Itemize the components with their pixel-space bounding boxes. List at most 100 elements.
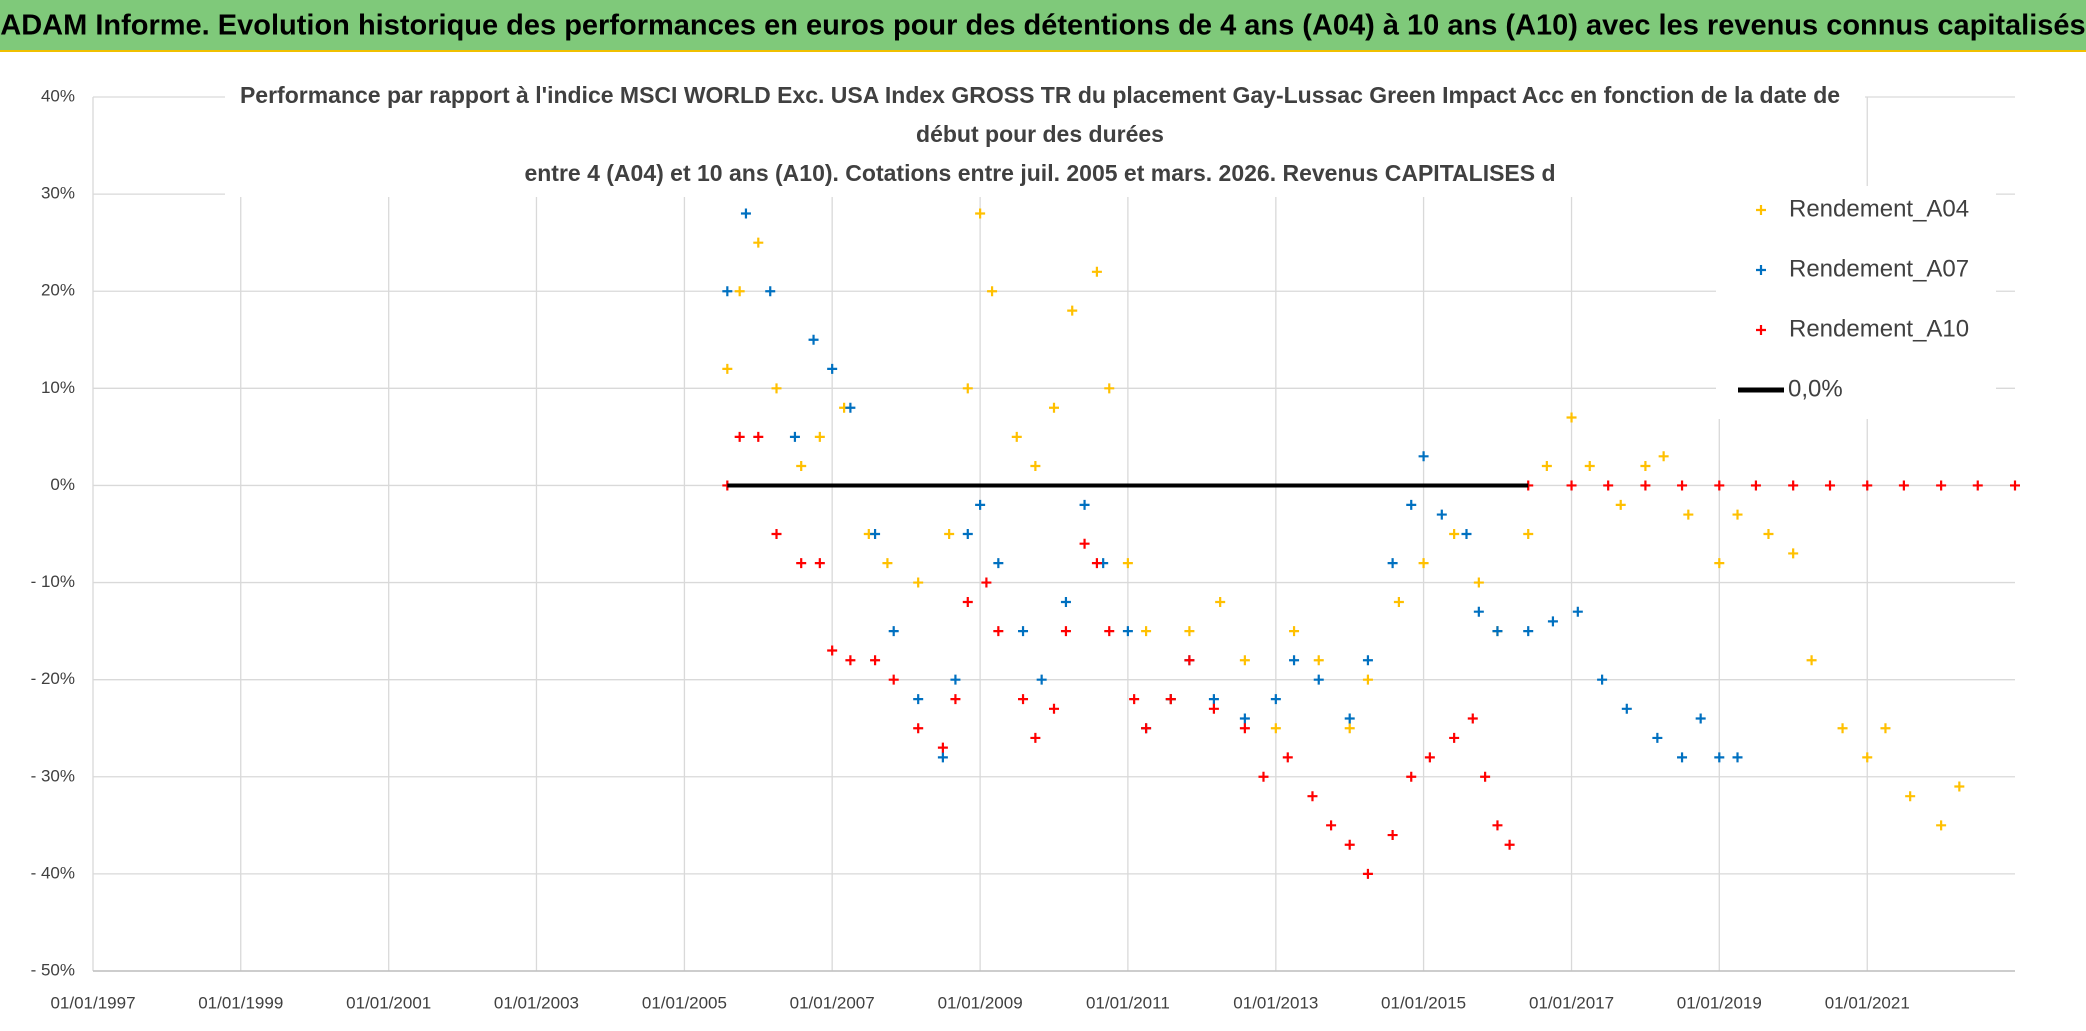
point <box>1467 713 1478 724</box>
x-tick-label: 01/01/2003 <box>494 993 579 1012</box>
point <box>734 286 745 297</box>
y-tick-label: - 40% <box>31 863 75 882</box>
point <box>913 694 924 705</box>
point <box>1825 480 1836 491</box>
point <box>993 626 1004 637</box>
point <box>1972 480 1983 491</box>
point <box>753 237 764 248</box>
point <box>1122 558 1133 569</box>
point <box>975 499 986 510</box>
point <box>1603 480 1614 491</box>
point <box>740 208 751 219</box>
point <box>1936 820 1947 831</box>
point <box>1732 509 1743 520</box>
point <box>870 529 881 539</box>
point <box>1615 499 1626 510</box>
point <box>1652 732 1663 743</box>
y-tick-label: - 20% <box>31 669 75 688</box>
point <box>987 286 998 297</box>
point <box>814 558 825 569</box>
point <box>1732 752 1743 763</box>
point <box>1208 703 1219 714</box>
point <box>1239 655 1250 666</box>
point <box>962 383 973 394</box>
point <box>1621 703 1632 714</box>
legend-box <box>1716 186 1996 419</box>
point <box>1480 771 1491 782</box>
header-title: ADAM Informe. Evolution historique des p… <box>0 10 2085 42</box>
point <box>1079 538 1090 549</box>
point <box>1677 480 1688 491</box>
point <box>1523 529 1534 539</box>
point <box>1640 461 1651 472</box>
point <box>1936 480 1947 491</box>
point <box>1461 529 1472 539</box>
point <box>1067 305 1078 316</box>
point <box>1473 606 1484 617</box>
point <box>1270 694 1281 705</box>
point <box>1597 674 1608 685</box>
point <box>1473 577 1484 588</box>
point <box>1141 723 1152 734</box>
y-tick-label: 0% <box>50 475 75 494</box>
point <box>1129 694 1140 705</box>
point <box>1658 451 1669 462</box>
x-tick-label: 01/01/2019 <box>1677 993 1762 1012</box>
point <box>950 694 961 705</box>
point <box>1307 791 1318 802</box>
point <box>1393 596 1404 607</box>
point <box>1788 480 1799 491</box>
point <box>913 723 924 734</box>
point <box>1714 558 1725 569</box>
point <box>1018 626 1029 637</box>
point <box>1049 402 1059 413</box>
x-tick-label: 01/01/2017 <box>1529 993 1614 1012</box>
point <box>1763 529 1774 539</box>
point <box>1880 723 1891 734</box>
point <box>1344 723 1355 734</box>
point <box>1091 266 1102 277</box>
point <box>1750 480 1761 491</box>
x-tick-label: 01/01/2001 <box>346 993 431 1012</box>
header-rule <box>0 50 2086 52</box>
point <box>1523 626 1534 637</box>
point <box>937 742 948 753</box>
point <box>1011 431 1022 442</box>
point <box>789 431 800 442</box>
point <box>950 674 961 685</box>
legend-marker <box>1756 325 1766 335</box>
point <box>1141 626 1152 637</box>
point <box>1862 752 1873 763</box>
point <box>827 645 838 656</box>
point <box>1060 626 1071 637</box>
point <box>1714 752 1725 763</box>
point <box>796 461 807 472</box>
point <box>1258 771 1269 782</box>
point <box>1362 868 1373 879</box>
point <box>1239 723 1250 734</box>
x-tick-label: 01/01/2011 <box>1086 993 1170 1012</box>
point <box>796 558 807 569</box>
point <box>1104 626 1115 637</box>
point <box>1184 626 1195 637</box>
point <box>1862 480 1873 491</box>
point <box>1122 626 1133 637</box>
point <box>1677 752 1688 763</box>
point <box>1492 626 1503 637</box>
point <box>1362 655 1373 666</box>
point <box>771 383 782 394</box>
x-tick-label: 01/01/2013 <box>1233 993 1318 1012</box>
point <box>913 577 924 588</box>
point <box>1406 771 1417 782</box>
y-tick-label: 30% <box>41 184 75 203</box>
point <box>888 674 899 685</box>
point <box>1282 752 1293 763</box>
chart-title: Performance par rapport à l'indice MSCI … <box>240 82 1840 108</box>
point <box>1837 723 1848 734</box>
point <box>722 286 733 297</box>
point <box>1289 626 1300 637</box>
point <box>1898 480 1909 491</box>
point <box>1079 499 1090 510</box>
point <box>845 402 856 413</box>
